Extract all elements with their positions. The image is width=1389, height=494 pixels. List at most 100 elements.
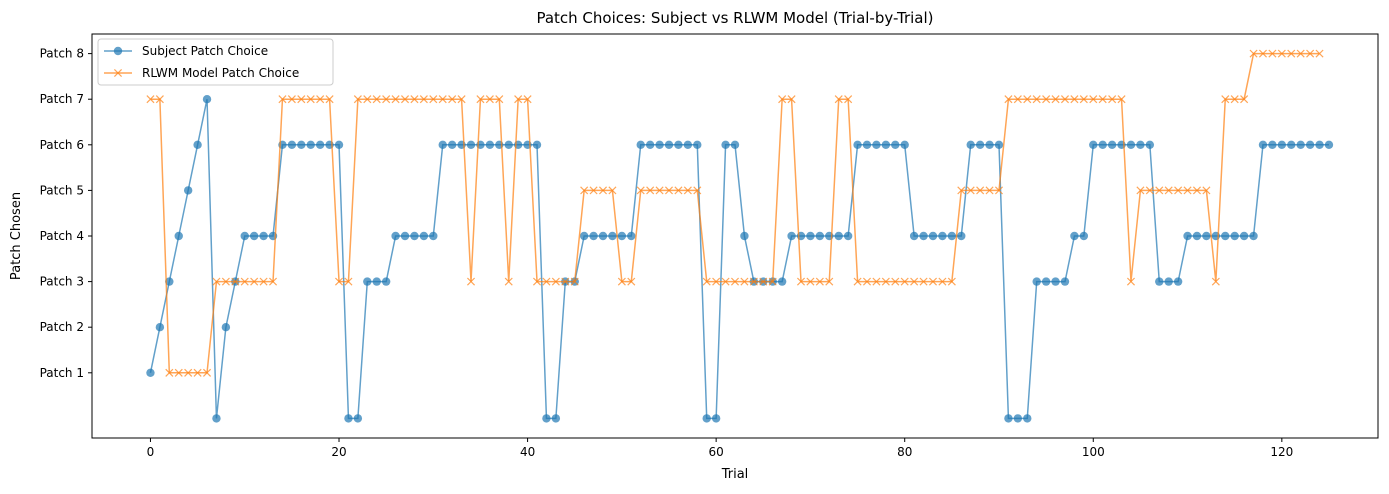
x-tick-label: 20: [331, 445, 346, 459]
data-point: [815, 231, 825, 241]
data-point: [221, 277, 230, 286]
data-point: [174, 368, 183, 377]
data-point: [514, 95, 523, 104]
data-point: [1202, 231, 1211, 241]
data-point: [504, 277, 513, 286]
data-point: [466, 140, 476, 150]
data-point: [749, 277, 758, 286]
data-point: [636, 186, 645, 195]
data-point: [184, 368, 193, 377]
data-point: [580, 186, 589, 195]
data-point: [1032, 95, 1041, 104]
data-point: [994, 140, 1004, 150]
y-tick-label: Patch 1: [40, 366, 84, 380]
data-point: [1051, 95, 1060, 104]
legend: Subject Patch Choice RLWM Model Patch Cho…: [97, 38, 334, 86]
data-point: [740, 231, 749, 241]
data-point: [353, 95, 362, 104]
y-tick-label: Patch 8: [40, 47, 84, 61]
data-point: [344, 277, 353, 286]
y-axis: Patch 1 Patch 2 Patch 3 Patch 4 Patch 5 Patch…: [40, 47, 92, 380]
data-point: [1192, 186, 1202, 195]
data-point: [532, 277, 542, 286]
data-point: [466, 277, 476, 286]
data-point: [457, 95, 466, 104]
data-point: [221, 322, 231, 332]
data-point: [1258, 49, 1268, 58]
data-point: [259, 277, 268, 286]
x-tick-label: 60: [709, 445, 724, 459]
data-point: [1239, 231, 1249, 241]
data-point: [712, 277, 721, 286]
data-point: [1060, 277, 1070, 286]
data-point: [721, 277, 730, 286]
data-point: [976, 186, 985, 195]
data-point: [891, 277, 900, 286]
data-point: [598, 231, 608, 241]
data-point: [853, 140, 862, 150]
data-point: [608, 186, 617, 195]
y-tick-label: Patch 4: [40, 229, 84, 243]
data-point: [448, 95, 457, 104]
data-point: [1136, 140, 1145, 150]
data-point: [1013, 95, 1022, 104]
data-point: [278, 95, 287, 104]
data-point: [900, 140, 909, 150]
data-point: [1230, 95, 1239, 104]
data-point: [844, 95, 853, 104]
data-point: [438, 140, 447, 150]
data-point: [334, 277, 344, 286]
data-point: [693, 186, 702, 195]
data-point: [957, 186, 966, 195]
data-point: [957, 231, 966, 241]
data-point: [231, 277, 240, 286]
data-point: [834, 231, 843, 241]
data-point: [1004, 414, 1013, 423]
data-point: [853, 277, 862, 286]
data-point: [1023, 414, 1032, 423]
data-point: [1117, 95, 1126, 104]
data-point: [655, 186, 664, 195]
plot-area: [146, 49, 1334, 423]
x-tick-label: 80: [897, 445, 912, 459]
series-1: [146, 95, 1334, 423]
data-point: [1126, 277, 1136, 286]
data-point: [476, 95, 485, 104]
data-point: [834, 95, 843, 104]
data-point: [730, 140, 740, 150]
data-point: [891, 140, 900, 150]
data-point: [938, 277, 947, 286]
data-point: [966, 140, 975, 150]
data-point: [410, 95, 419, 104]
data-point: [1183, 231, 1192, 241]
data-point: [1164, 277, 1173, 286]
data-point: [1221, 231, 1230, 241]
data-point: [1221, 95, 1230, 104]
data-point: [872, 277, 881, 286]
data-point: [910, 277, 919, 286]
data-point: [429, 95, 438, 104]
data-point: [664, 140, 674, 150]
data-point: [702, 414, 711, 423]
data-point: [862, 140, 872, 150]
data-point: [1155, 186, 1164, 195]
data-point: [1202, 186, 1211, 195]
data-point: [683, 186, 692, 195]
data-point: [589, 186, 598, 195]
data-point: [1192, 231, 1202, 241]
data-point: [994, 186, 1004, 195]
data-point: [1155, 277, 1164, 286]
data-point: [372, 277, 381, 286]
data-point: [1249, 231, 1258, 241]
data-point: [485, 95, 494, 104]
data-point: [297, 95, 306, 104]
data-point: [1306, 49, 1315, 58]
data-point: [268, 277, 278, 286]
data-point: [165, 368, 174, 377]
series-2: [146, 49, 1324, 377]
data-point: [391, 95, 400, 104]
data-point: [1287, 49, 1296, 58]
data-point: [617, 231, 627, 241]
data-point: [504, 140, 513, 150]
